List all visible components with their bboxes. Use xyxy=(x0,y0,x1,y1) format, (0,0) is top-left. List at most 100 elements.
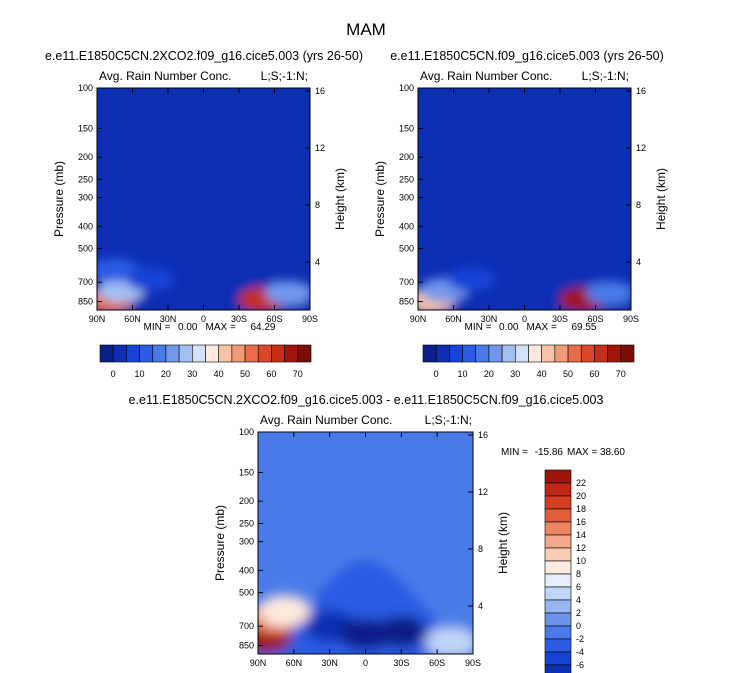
max-value: 69.55 xyxy=(571,322,596,333)
y-tick-label: 700 xyxy=(78,277,93,287)
colorbar-swatch xyxy=(435,344,450,363)
colorbar-swatch xyxy=(515,344,529,363)
colorbar-swatch xyxy=(139,344,154,363)
field-feature-5 xyxy=(375,615,428,648)
colorbar-swatch xyxy=(620,344,635,363)
colorbar-swatch xyxy=(544,573,572,588)
x-tick-label: 0 xyxy=(201,314,206,324)
panel-title: e.e11.E1850C5CN.2XCO2.f09_g16.cice5.003 … xyxy=(129,393,604,407)
panel-title: e.e11.E1850C5CN.f09_g16.cice5.003 (yrs 2… xyxy=(390,49,664,63)
x-tick-label: 90S xyxy=(465,658,481,668)
colorbar-swatch xyxy=(594,344,608,363)
x-tick-label: 30S xyxy=(393,658,409,668)
min-label: MIN = xyxy=(501,447,528,458)
colorbar-label: 16 xyxy=(576,517,586,527)
colorbar-label: 40 xyxy=(214,369,224,379)
colorbar-swatch xyxy=(544,612,572,627)
field-feature-4 xyxy=(179,268,228,293)
y-tick-label: 300 xyxy=(239,537,254,547)
colorbar: 0 10 20 30 40 50 60 70 xyxy=(99,344,312,379)
field-feature-3 xyxy=(126,267,175,292)
colorbar-swatch xyxy=(192,344,206,363)
height-tick-label: 8 xyxy=(315,200,320,210)
colorbar-swatch xyxy=(205,344,219,363)
height-axis-title: Height (km) xyxy=(496,512,510,574)
colorbar-swatch xyxy=(544,508,572,523)
y-tick-label: 400 xyxy=(239,565,254,575)
colorbar-label: 10 xyxy=(576,556,586,566)
colorbar-swatch xyxy=(112,344,127,363)
colorbar-swatch xyxy=(544,599,572,614)
height-tick-label: 12 xyxy=(478,487,488,497)
field-feature-6 xyxy=(425,625,473,654)
y-axis-title: Pressure (mb) xyxy=(213,505,227,581)
y-tick-label: 150 xyxy=(399,123,414,133)
height-tick-label: 16 xyxy=(478,430,488,440)
panel-difference: e.e11.E1850C5CN.2XCO2.f09_g16.cice5.003 … xyxy=(129,393,625,673)
colorbar-label: 70 xyxy=(293,369,303,379)
colorbar-label: -2 xyxy=(576,634,584,644)
panel-variable-label: Avg. Rain Number Conc. xyxy=(260,413,393,427)
x-tick-label: 30N xyxy=(160,314,177,324)
max-label: MAX = xyxy=(206,322,236,333)
colorbar-swatch xyxy=(544,547,572,562)
colorbar-swatch xyxy=(165,344,180,363)
x-tick-label: 60N xyxy=(124,314,141,324)
height-axis-title: Height (km) xyxy=(654,168,668,230)
field-feature-2 xyxy=(258,594,311,627)
colorbar-label: 22 xyxy=(576,478,586,488)
max-value: 38.60 xyxy=(600,447,625,458)
max-label: MAX = xyxy=(567,447,597,458)
x-tick-label: 90N xyxy=(89,314,106,324)
field-feature-5 xyxy=(585,280,631,305)
x-tick-label: 90N xyxy=(410,314,427,324)
y-tick-label: 150 xyxy=(239,467,254,477)
colorbar-swatch xyxy=(528,344,542,363)
x-tick-label: 0 xyxy=(363,658,368,668)
x-tick-label: 30S xyxy=(552,314,568,324)
y-tick-label: 400 xyxy=(399,221,414,231)
colorbar-label: 20 xyxy=(484,369,494,379)
colorbar-label: 14 xyxy=(576,530,586,540)
min-value: 0.00 xyxy=(178,322,198,333)
panel-variable-label: Avg. Rain Number Conc. xyxy=(420,69,553,83)
contour-field xyxy=(418,88,631,310)
colorbar-label: 18 xyxy=(576,504,586,514)
height-axis-title: Height (km) xyxy=(333,168,347,230)
colorbar-swatch xyxy=(449,344,463,363)
height-tick-label: 8 xyxy=(478,544,483,554)
y-tick-label: 250 xyxy=(78,174,93,184)
x-tick-label: 60N xyxy=(286,658,303,668)
y-tick-label: 400 xyxy=(78,221,93,231)
field-layers xyxy=(97,221,310,310)
height-tick-label: 12 xyxy=(315,143,325,153)
colorbar-swatch xyxy=(218,344,233,363)
colorbar-swatch xyxy=(244,344,259,363)
min-max-stats: MIN = 0.00 MAX = 64.29 xyxy=(144,322,276,333)
y-tick-label: 250 xyxy=(399,174,414,184)
colorbar-swatch xyxy=(567,344,582,363)
colorbar-label: 30 xyxy=(510,369,520,379)
height-tick-label: 4 xyxy=(315,257,320,267)
colorbar-label: 60 xyxy=(589,369,599,379)
y-tick-label: 300 xyxy=(78,193,93,203)
colorbar-swatch xyxy=(257,344,272,363)
colorbar-swatch xyxy=(297,344,312,363)
y-tick-label: 700 xyxy=(239,621,254,631)
x-tick-label: 30N xyxy=(481,314,498,324)
y-tick-label: 850 xyxy=(399,297,414,307)
field-layers xyxy=(418,221,631,310)
max-label: MAX = xyxy=(527,322,557,333)
height-tick-label: 8 xyxy=(636,200,641,210)
colorbar-swatch xyxy=(231,344,246,363)
x-tick-label: 90S xyxy=(623,314,639,324)
colorbar-label: 50 xyxy=(563,369,573,379)
min-label: MIN = xyxy=(465,322,492,333)
colorbar-label: -4 xyxy=(576,647,584,657)
field-feature-6 xyxy=(264,280,310,305)
colorbar-swatch xyxy=(544,638,572,653)
colorbar-label: 6 xyxy=(576,582,581,592)
field-feature-2 xyxy=(447,267,496,292)
colorbar-swatch xyxy=(607,344,622,363)
colorbar-label: 8 xyxy=(576,569,581,579)
